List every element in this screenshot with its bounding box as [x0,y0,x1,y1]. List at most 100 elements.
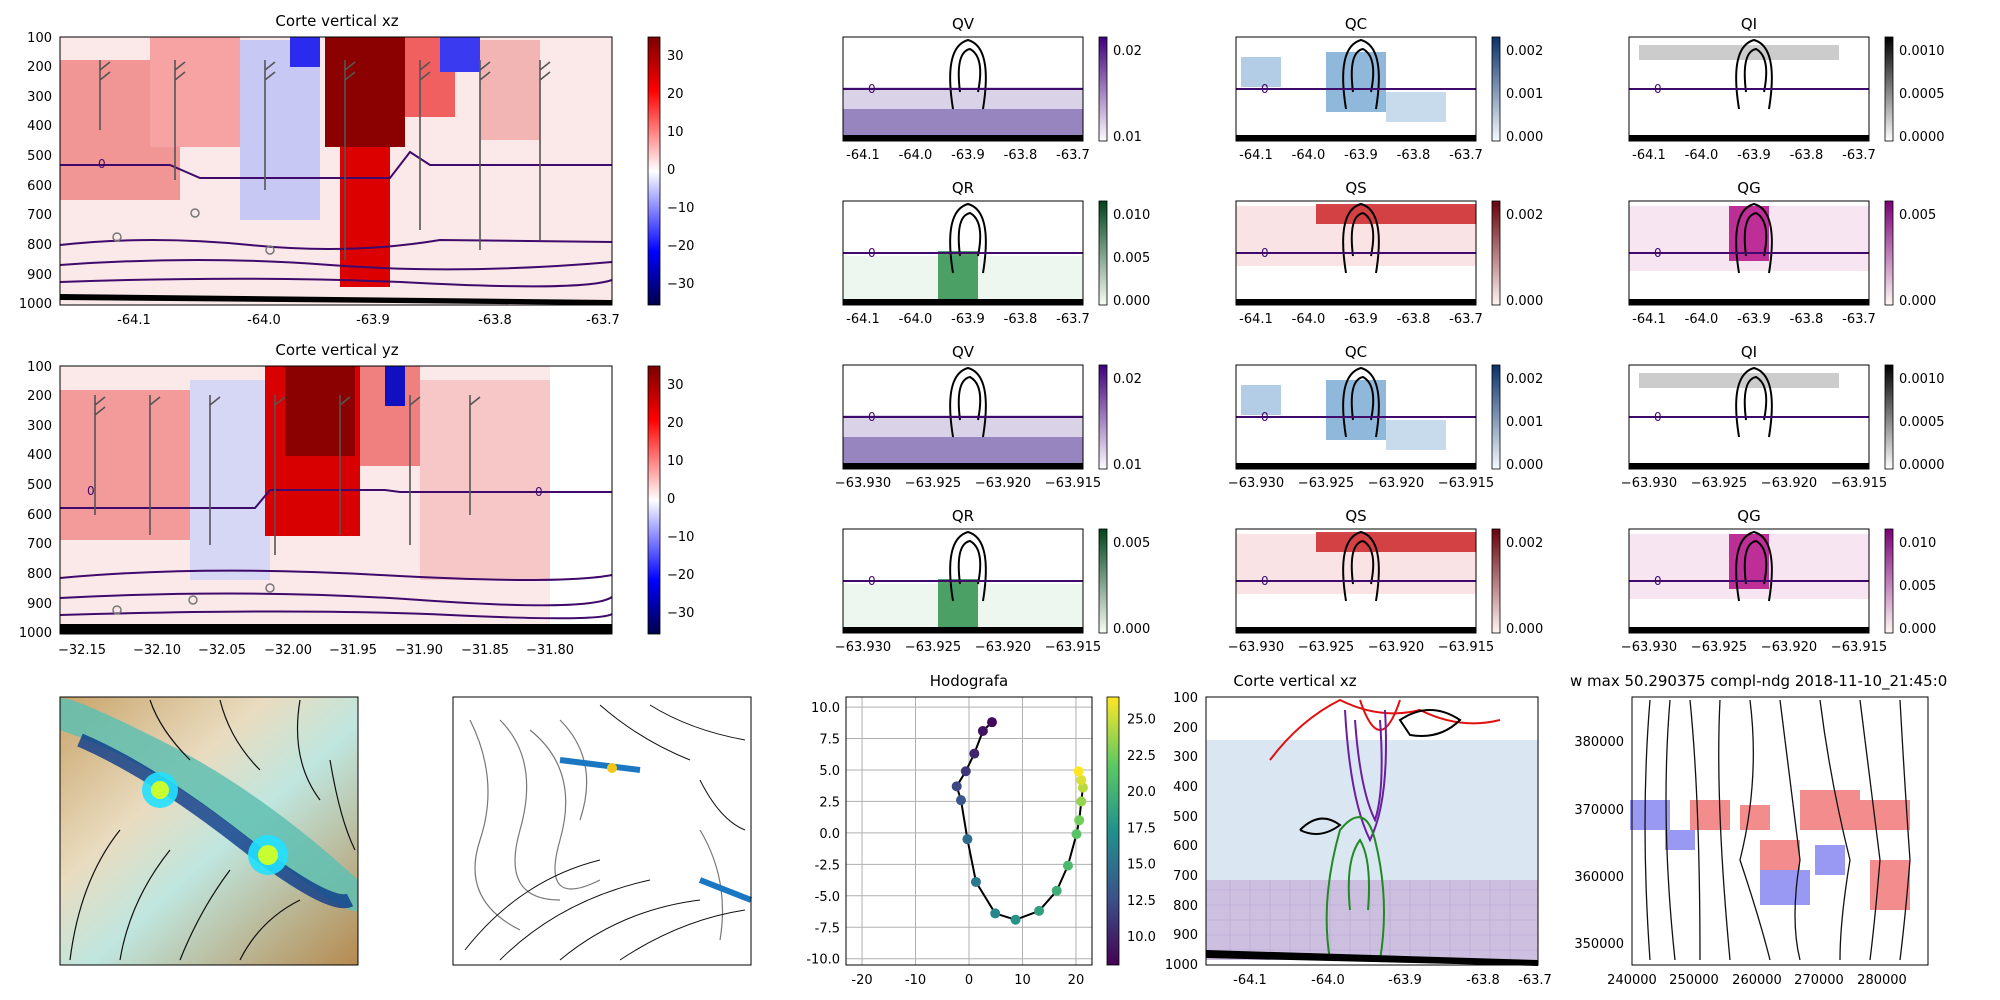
panel-r2-qs-xtick: -63.7 [1449,312,1483,327]
panel-r3-qv-terrain [843,463,1083,469]
panel-r3-qv-cbar-tick: 0.01 [1113,458,1142,473]
hodografa-point [1051,885,1062,896]
panel-r3-qi-ice-band [1639,373,1839,388]
panel-map-b [452,696,753,966]
yz-xtick: −31.80 [526,643,574,658]
panel-r3-qi-terrain [1629,463,1869,469]
xz-bottom-cloud-shade [1206,740,1538,880]
yz-contour-4 [59,610,613,620]
panel-r1-qi-zero-label: 0 [1654,82,1662,96]
panel-r2-qs-contour-inner [1350,211,1375,257]
panel-r3-qi-contour-inner [1743,375,1768,421]
panel-r2-qs-terrain [1236,299,1476,305]
yz-cbar-ticks: 30 20 10 0 −10 −20 −30 [667,378,694,621]
panel-r1-qv-frame [842,36,1084,142]
panel-hodografa: Hodografa -20 -10 0 10 20 -10.0 -7.5 -5.0 -2.5 0.0… [806,672,1156,988]
yz-ytick: 900 [27,597,52,612]
panel-r2-qs-snow-band [1316,204,1476,224]
panel-r2-qg-contour-outer [1735,202,1773,274]
yz-contour-label-b: 0 [535,485,543,499]
yz-cbar-tick: 10 [667,454,684,469]
panel-r1-qi-cbar-tick: 0.0005 [1899,87,1945,102]
panel-r2-qs-title: QS [1345,179,1366,197]
panel-r2-qs-xtick: -64.1 [1239,312,1273,327]
panel-r4-qr-xtick: −63.915 [1045,640,1101,655]
panel-r3-qv-xtick: −63.925 [905,476,961,491]
hodografa-ytick: -2.5 [815,858,840,873]
panel-r3-qc-cbar-tick: 0.002 [1506,372,1543,387]
panel-r2-qg-xtick: -63.9 [1737,312,1771,327]
panel-r3-qc-cloud-core [1326,380,1386,440]
panel-r2-qr-terrain [843,299,1083,305]
yz-updraft-core [285,366,355,456]
panel-r4-qg-contour-outer [1735,530,1773,602]
xz-top-terrain [60,294,612,305]
yz-xtick: −31.85 [461,643,509,658]
panel-r4-qs-colorbar [1491,528,1501,634]
panel-r3-qv-contour-inner [957,375,982,421]
panel-r1-qi-ice-band [1639,45,1839,60]
xz-bottom-ytick: 400 [1173,780,1198,795]
xz-bottom-xtick: -64.1 [1233,973,1267,988]
panel-r3-qv-colorbar [1098,364,1108,470]
panel-r3-qc-cloud-right [1386,420,1446,450]
panel-r4-qs-terrain [1236,627,1476,633]
xz-top-colorbar [647,36,661,306]
panel-r2-qg: QG 0 -64.1 -64.0 -63.9 -63.8 -63.7 0.005 0.000 [1628,179,1936,327]
hodografa-point [1076,796,1087,807]
panel-r1-qi: QI 0 -64.1 -64.0 -63.9 -63.8 -63.7 0.0010 0.0005… [1628,15,1945,163]
panel-r3-qi-cbar-tick: 0.0005 [1899,415,1945,430]
xz-top-cool-1 [240,40,320,220]
map-b-streamlines [464,704,746,961]
panel-r1-qi-contour-inner [1743,47,1768,93]
panel-r4-qs: QS 0 −63.930 −63.925 −63.920 −63.915 0.002 0.00… [1228,507,1543,655]
panel-r1-qv-xtick: -64.1 [846,148,880,163]
panel-r3-qv-zero-label: 0 [868,410,876,424]
xz-top-xtick: -63.8 [478,313,512,328]
panel-r3-qc-contour-inner [1350,375,1375,421]
hodografa-point [1010,914,1021,925]
hodografa-cbar-tick: 25.0 [1127,713,1156,728]
panel-r4-qr-terrain [843,627,1083,633]
xz-top-cbar-tick: −30 [667,277,694,292]
panel-r1-qc-xtick: -63.8 [1397,148,1431,163]
panel-r1-qi-xtick: -63.9 [1737,148,1771,163]
map-a-cell-2-core [258,845,278,865]
hodografa-xtick: 10 [1014,973,1031,988]
panel-r1-qv-zero-label: 0 [868,82,876,96]
hodografa-ytick: 5.0 [819,764,840,779]
yz-xticks: −32.15 −32.10 −32.05 −32.00 −31.95 −31.9… [58,643,574,658]
panel-r1-qi-cbar-tick: 0.0010 [1899,44,1945,59]
panel-r1-qc-cbar-tick: 0.002 [1506,44,1543,59]
yz-xtick: −32.05 [198,643,246,658]
xz-top-contour-label: 0 [98,157,106,171]
hodografa-point [986,717,997,728]
panel-r3-qi-colorbar [1884,364,1894,470]
yz-cbar-tick: −30 [667,606,694,621]
panel-r1-qv-xtick: -64.0 [899,148,933,163]
panel-r2-qs-xtick: -63.8 [1397,312,1431,327]
panel-r3-qi-xtick: −63.925 [1691,476,1747,491]
yz-xtick: −32.15 [58,643,106,658]
hodografa-ytick: -7.5 [815,921,840,936]
hodografa-ytick: 0.0 [819,827,840,842]
panel-r2-qg-terrain [1629,299,1869,305]
panel-r4-qr-title: QR [952,507,974,525]
hodografa-point [1074,815,1085,826]
xz-bottom-title: Corte vertical xz [1233,672,1356,690]
panel-r3-qv-title: QV [952,343,975,361]
yz-cbar-tick: 0 [667,492,675,507]
panel-r1-qi-cbar-tick: 0.0000 [1899,130,1945,145]
panel-r4-qr-shade [843,584,1083,631]
panel-r2-qr-cbar-tick: 0.010 [1113,208,1150,223]
xz-top-xtick: -63.7 [586,313,620,328]
panel-xz-bottom: Corte vertical xz -64.1 -64.0 -63.9 -63.… [1165,672,1552,988]
panel-r2-qr-title: QR [952,179,974,197]
hodografa-point [1034,905,1045,916]
yz-yticks: 100 200 300 400 500 600 700 800 900 1000 [19,360,52,641]
panel-r3-qi-xtick: −63.915 [1831,476,1887,491]
panel-r2-qg-frame [1628,200,1870,306]
panel-r1-qc-cbar-tick: 0.000 [1506,130,1543,145]
panel-r1-qc-frame [1235,36,1477,142]
panel-r1-qc-cloud-right [1386,92,1446,122]
